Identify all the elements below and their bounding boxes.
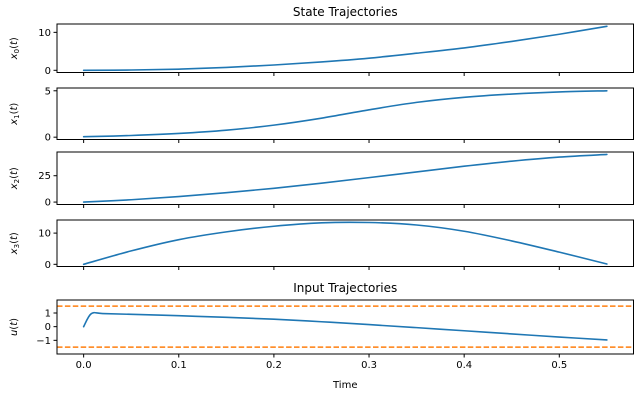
axes-frame xyxy=(56,219,634,267)
trajectory-line xyxy=(82,25,608,72)
y-tick-label: 10 xyxy=(38,28,51,39)
x-tick-label: 0.4 xyxy=(456,360,472,371)
y-axis-label: x3(t) xyxy=(9,232,21,255)
y-tick-label: 0 xyxy=(45,322,51,333)
subplot-title: State Trajectories xyxy=(293,5,398,19)
trajectory-line xyxy=(82,221,608,266)
y-axis-label: x0(t) xyxy=(9,37,21,60)
y-tick-label: 0 xyxy=(45,260,51,271)
axes-frame xyxy=(56,299,634,355)
x-tick-label: 0.5 xyxy=(551,360,567,371)
y-tick-label: −1 xyxy=(36,336,51,347)
trajectory-line xyxy=(82,153,608,203)
trajectory-line xyxy=(82,89,608,138)
x-tick-label: 0.0 xyxy=(76,360,92,371)
x-axis-title: Time xyxy=(332,380,357,391)
y-tick-label: 10 xyxy=(38,229,51,240)
x-tick-label: 0.2 xyxy=(266,360,282,371)
y-tick-label: 5 xyxy=(45,86,51,97)
y-tick-label: 0 xyxy=(45,133,51,144)
trajectory-line xyxy=(82,311,608,341)
x-tick-label: 0.3 xyxy=(361,360,377,371)
subplot-x0: State Trajectories 0 10 x0(t) xyxy=(9,5,634,77)
axes-frame xyxy=(56,151,634,205)
axes-frame xyxy=(56,87,634,140)
y-axis-label: x1(t) xyxy=(9,103,21,126)
subplot-x1: 0 5 x1(t) xyxy=(9,86,634,144)
axes-frame xyxy=(56,23,634,73)
y-tick-label: 25 xyxy=(38,171,51,182)
y-axis-label: u(t) xyxy=(9,318,20,336)
x-tick-label: 0.1 xyxy=(171,360,187,371)
subplot-x3: 0 10 x3(t) xyxy=(9,219,634,271)
subplot-title: Input Trajectories xyxy=(293,281,397,295)
y-tick-label: 0 xyxy=(45,198,51,209)
y-axis-label: x2(t) xyxy=(9,167,21,190)
y-tick-label: 1 xyxy=(45,308,51,319)
y-tick-label: 0 xyxy=(45,66,51,77)
subplot-x2: 0 25 x2(t) xyxy=(9,151,634,209)
subplot-u: Input Trajectories 0.0 0.1 0.2 0.3 0.4 0.5 −1 0 1… xyxy=(9,281,634,371)
